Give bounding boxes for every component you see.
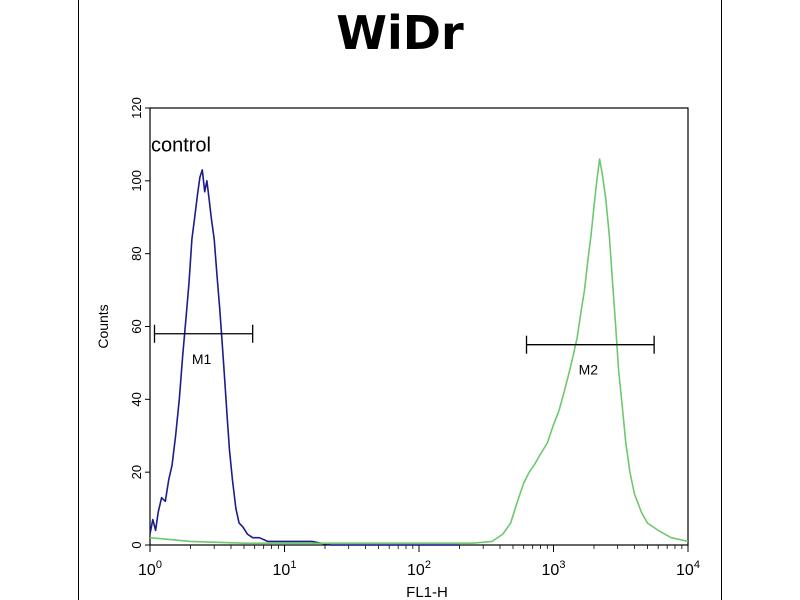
x-tick-label: 100: [138, 559, 162, 579]
marker-label-m2: M2: [579, 362, 599, 378]
series-line-2: [149, 158, 689, 544]
y-tick-label: 60: [129, 319, 144, 333]
y-tick-label: 80: [129, 246, 144, 260]
plot-area: [149, 107, 689, 546]
x-tick-label: 102: [407, 559, 431, 579]
series-line-1: [149, 169, 460, 546]
figure-frame: [78, 0, 722, 600]
x-tick-label: 104: [676, 559, 700, 579]
y-tick-label: 0: [129, 541, 144, 548]
y-axis-label: Counts: [95, 304, 111, 348]
y-tick-label: 100: [129, 170, 144, 192]
y-tick-label: 120: [129, 97, 144, 119]
annotation-label: control: [151, 135, 211, 157]
y-tick-label: 20: [129, 465, 144, 479]
x-tick-label: 103: [542, 559, 566, 579]
chart-title: WiDr: [336, 6, 464, 60]
x-tick-label: 101: [273, 559, 297, 579]
x-axis-label: FL1-H: [406, 584, 448, 600]
marker-label-m1: M1: [192, 351, 212, 367]
y-tick-label: 40: [129, 392, 144, 406]
